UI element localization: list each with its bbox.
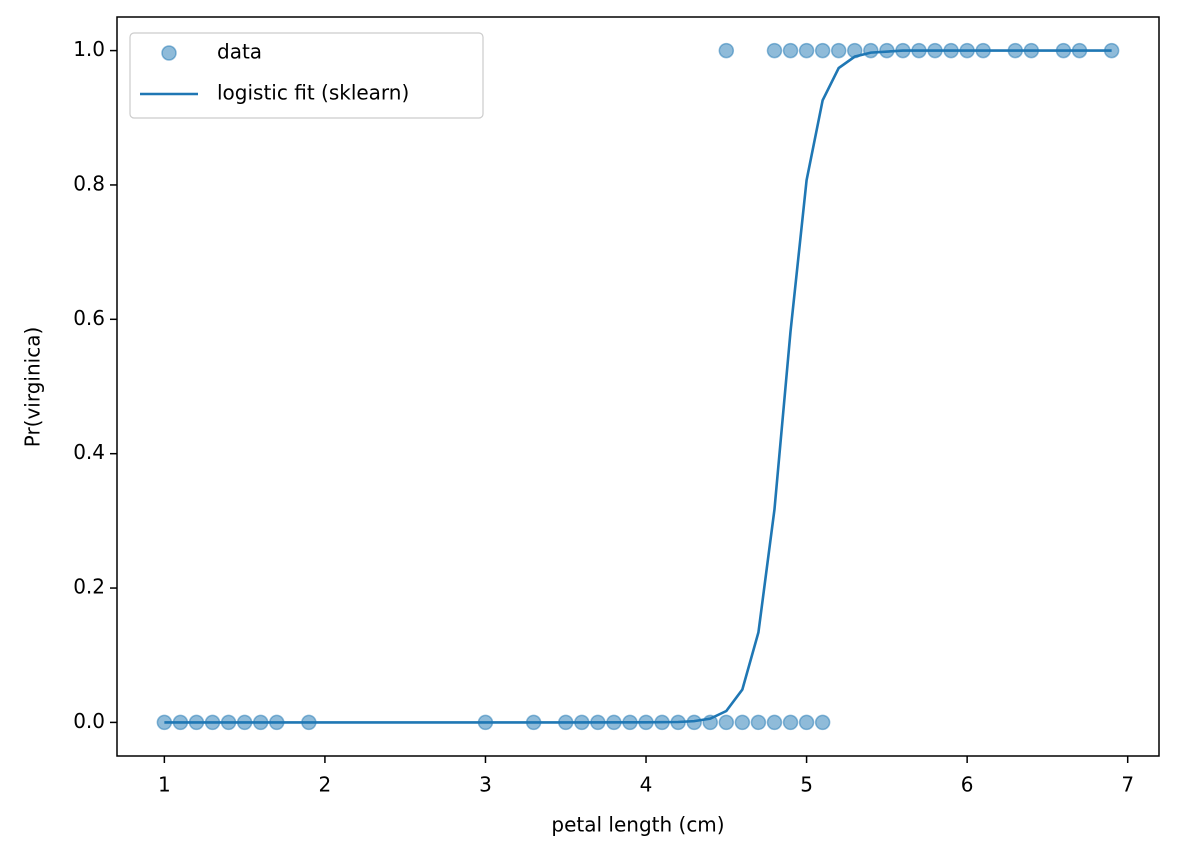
legend-box — [129, 32, 484, 119]
x-tick-label: 4 — [640, 773, 653, 797]
scatter-point — [863, 42, 879, 59]
scatter-point — [798, 714, 815, 731]
x-tick-label: 7 — [1121, 773, 1134, 797]
scatter-point — [734, 714, 751, 731]
scatter-point — [814, 714, 831, 731]
scatter-point — [718, 714, 735, 731]
scatter-point — [718, 42, 735, 59]
x-axis-label: petal length (cm) — [551, 813, 724, 837]
x-tick-label: 2 — [319, 773, 332, 797]
scatter-point — [750, 714, 767, 731]
x-tick-label: 3 — [479, 773, 492, 797]
y-tick-label: 1.0 — [73, 37, 105, 61]
legend-label: logistic fit (sklearn) — [217, 81, 409, 105]
x-tick-label: 6 — [961, 773, 974, 797]
x-tick-label: 1 — [158, 773, 171, 797]
fit-line — [164, 49, 1112, 724]
y-axis-label: Pr(virginica) — [21, 327, 45, 448]
scatter-point — [782, 714, 799, 731]
y-tick-label: 0.6 — [73, 306, 105, 330]
scatter-point — [766, 42, 783, 59]
scatter-point — [782, 42, 799, 59]
y-tick-label: 0.8 — [73, 171, 105, 195]
y-tick-label: 0.4 — [73, 440, 105, 464]
y-tick-label: 0.2 — [73, 575, 105, 599]
plot-frame — [116, 16, 1160, 757]
scatter-point — [766, 714, 783, 731]
scatter-point — [814, 42, 831, 59]
scatter-point — [830, 42, 847, 59]
legend-label: data — [217, 40, 262, 64]
scatter-point — [798, 42, 815, 59]
x-tick-label: 5 — [800, 773, 813, 797]
y-tick-label: 0.0 — [73, 709, 105, 733]
legend-marker — [161, 45, 177, 61]
